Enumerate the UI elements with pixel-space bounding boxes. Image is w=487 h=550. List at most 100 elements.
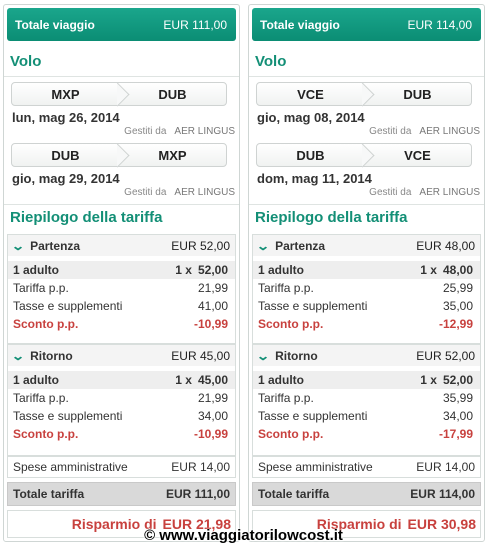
- airline-name: AER LINGUS: [174, 187, 235, 198]
- watermark: © www.viaggiatorilowcost.it: [144, 527, 343, 544]
- operated-by-label: Gestiti da: [124, 187, 167, 198]
- route-origin: VCE: [257, 83, 364, 105]
- leg-amount: EUR 52,00: [416, 348, 475, 363]
- route-selector-outbound[interactable]: VCE DUB: [256, 82, 472, 106]
- flight-section-title: Volo: [255, 53, 287, 70]
- trip-total-bar: Totale viaggio EUR 114,00: [252, 8, 481, 41]
- operated-by-label: Gestiti da: [124, 126, 167, 137]
- fare-total-row: Totale tariffa EUR 114,00: [252, 482, 481, 506]
- passenger-value: 48,00: [442, 263, 473, 277]
- fare-value: 25,99: [442, 281, 473, 295]
- airline-name: AER LINGUS: [419, 126, 480, 137]
- route-origin: MXP: [12, 83, 119, 105]
- tax-label: Tasse e supplementi: [13, 409, 123, 423]
- fare-leg-header[interactable]: ⌄ Partenza EUR 52,00: [8, 235, 235, 256]
- discount-row: Sconto p.p. -12,99: [253, 315, 480, 333]
- operated-by-label: Gestiti da: [369, 187, 412, 198]
- tax-row: Tasse e supplementi 35,00: [253, 297, 480, 315]
- fare-summary-title: Riepilogo della tariffa: [255, 209, 408, 226]
- discount-label: Sconto p.p.: [13, 427, 79, 441]
- fare-label: Tariffa p.p.: [13, 391, 69, 405]
- leg-amount: EUR 52,00: [171, 238, 230, 253]
- leg-label: Partenza: [275, 238, 326, 253]
- fare-summary-title: Riepilogo della tariffa: [10, 209, 163, 226]
- passenger-value: 52,00: [442, 373, 473, 387]
- fare-total-label: Totale tariffa: [258, 487, 330, 501]
- multiplier: 1 x: [175, 263, 192, 277]
- fare-block-return: ⌄ Ritorno EUR 45,00 1 adulto 1 x 45,00 Tar…: [7, 344, 236, 456]
- chevron-down-icon[interactable]: ⌄: [10, 238, 26, 253]
- discount-row: Sconto p.p. -17,99: [253, 425, 480, 443]
- route-selector-return[interactable]: DUB VCE: [256, 143, 472, 167]
- savings-row: Risparmio di EUR 30,98: [252, 510, 481, 538]
- fare-panel-right: Totale viaggio EUR 114,00 Volo VCE DUB g…: [248, 4, 485, 542]
- fare-block-return: ⌄ Ritorno EUR 52,00 1 adulto 1 x 52,00 Tar…: [252, 344, 481, 456]
- fare-value: 35,99: [442, 391, 473, 405]
- chevron-down-icon[interactable]: ⌄: [255, 238, 271, 253]
- passenger-row: 1 adulto 1 x 52,00: [8, 261, 235, 279]
- discount-row: Sconto p.p. -10,99: [8, 315, 235, 333]
- fare-leg-header[interactable]: ⌄ Partenza EUR 48,00: [253, 235, 480, 256]
- fare-total-value: EUR 111,00: [165, 487, 230, 501]
- fare-row: Tariffa p.p. 21,99: [8, 279, 235, 297]
- admin-fee-row: Spese amministrative EUR 14,00: [7, 456, 236, 478]
- tax-label: Tasse e supplementi: [258, 299, 368, 313]
- route-selector-return[interactable]: DUB MXP: [11, 143, 227, 167]
- route-destination: MXP: [158, 147, 187, 163]
- route-origin: DUB: [257, 144, 364, 166]
- leg-amount: EUR 48,00: [416, 238, 475, 253]
- chevron-down-icon[interactable]: ⌄: [10, 348, 26, 363]
- leg-amount: EUR 45,00: [171, 348, 230, 363]
- fare-total-row: Totale tariffa EUR 111,00: [7, 482, 236, 506]
- admin-fee-label: Spese amministrative: [13, 460, 128, 474]
- multiplier: 1 x: [175, 373, 192, 387]
- leg-label: Partenza: [30, 238, 81, 253]
- passenger-row: 1 adulto 1 x 48,00: [253, 261, 480, 279]
- divider: [249, 204, 484, 205]
- route-destination: DUB: [403, 86, 432, 102]
- route-selector-outbound[interactable]: MXP DUB: [11, 82, 227, 106]
- discount-value: -10,99: [193, 317, 228, 331]
- passenger-label: 1 adulto: [258, 263, 305, 277]
- discount-label: Sconto p.p.: [13, 317, 79, 331]
- fare-value: 21,99: [197, 281, 228, 295]
- discount-row: Sconto p.p. -10,99: [8, 425, 235, 443]
- airline-name: AER LINGUS: [419, 187, 480, 198]
- route-origin: DUB: [12, 144, 119, 166]
- chevron-down-icon[interactable]: ⌄: [255, 348, 271, 363]
- fare-leg-header[interactable]: ⌄ Ritorno EUR 52,00: [253, 345, 480, 366]
- flight-date: dom, mag 11, 2014: [257, 171, 372, 186]
- fare-total-label: Totale tariffa: [13, 487, 85, 501]
- operated-by: Gestiti da AER LINGUS: [369, 187, 480, 198]
- operated-by-label: Gestiti da: [369, 126, 412, 137]
- passenger-label: 1 adulto: [13, 373, 60, 387]
- fare-leg-header[interactable]: ⌄ Ritorno EUR 45,00: [8, 345, 235, 366]
- passenger-label: 1 adulto: [258, 373, 305, 387]
- admin-fee-value: EUR 14,00: [171, 460, 230, 474]
- multiplier: 1 x: [420, 373, 437, 387]
- savings-label: Risparmio di: [316, 516, 402, 532]
- savings-row: Risparmio di EUR 21,98: [7, 510, 236, 538]
- flight-date: gio, mag 08, 2014: [257, 110, 365, 125]
- trip-total-value: EUR 114,00: [407, 17, 472, 32]
- tax-value: 35,00: [442, 299, 473, 313]
- leg-label: Ritorno: [275, 348, 318, 363]
- operated-by: Gestiti da AER LINGUS: [369, 126, 480, 137]
- fare-value: 21,99: [197, 391, 228, 405]
- tax-value: 34,00: [197, 409, 228, 423]
- fare-label: Tariffa p.p.: [13, 281, 69, 295]
- discount-label: Sconto p.p.: [258, 317, 324, 331]
- tax-row: Tasse e supplementi 41,00: [8, 297, 235, 315]
- discount-label: Sconto p.p.: [258, 427, 324, 441]
- passenger-row: 1 adulto 1 x 45,00: [8, 371, 235, 389]
- trip-total-bar: Totale viaggio EUR 111,00: [7, 8, 236, 41]
- fare-label: Tariffa p.p.: [258, 391, 314, 405]
- divider: [4, 204, 239, 205]
- fare-row: Tariffa p.p. 21,99: [8, 389, 235, 407]
- divider: [249, 76, 484, 77]
- route-destination: DUB: [158, 86, 187, 102]
- fare-block-outbound: ⌄ Partenza EUR 48,00 1 adulto 1 x 48,00 Ta…: [252, 234, 481, 344]
- discount-value: -17,99: [438, 427, 473, 441]
- leg-label: Ritorno: [30, 348, 73, 363]
- passenger-value: 45,00: [197, 373, 228, 387]
